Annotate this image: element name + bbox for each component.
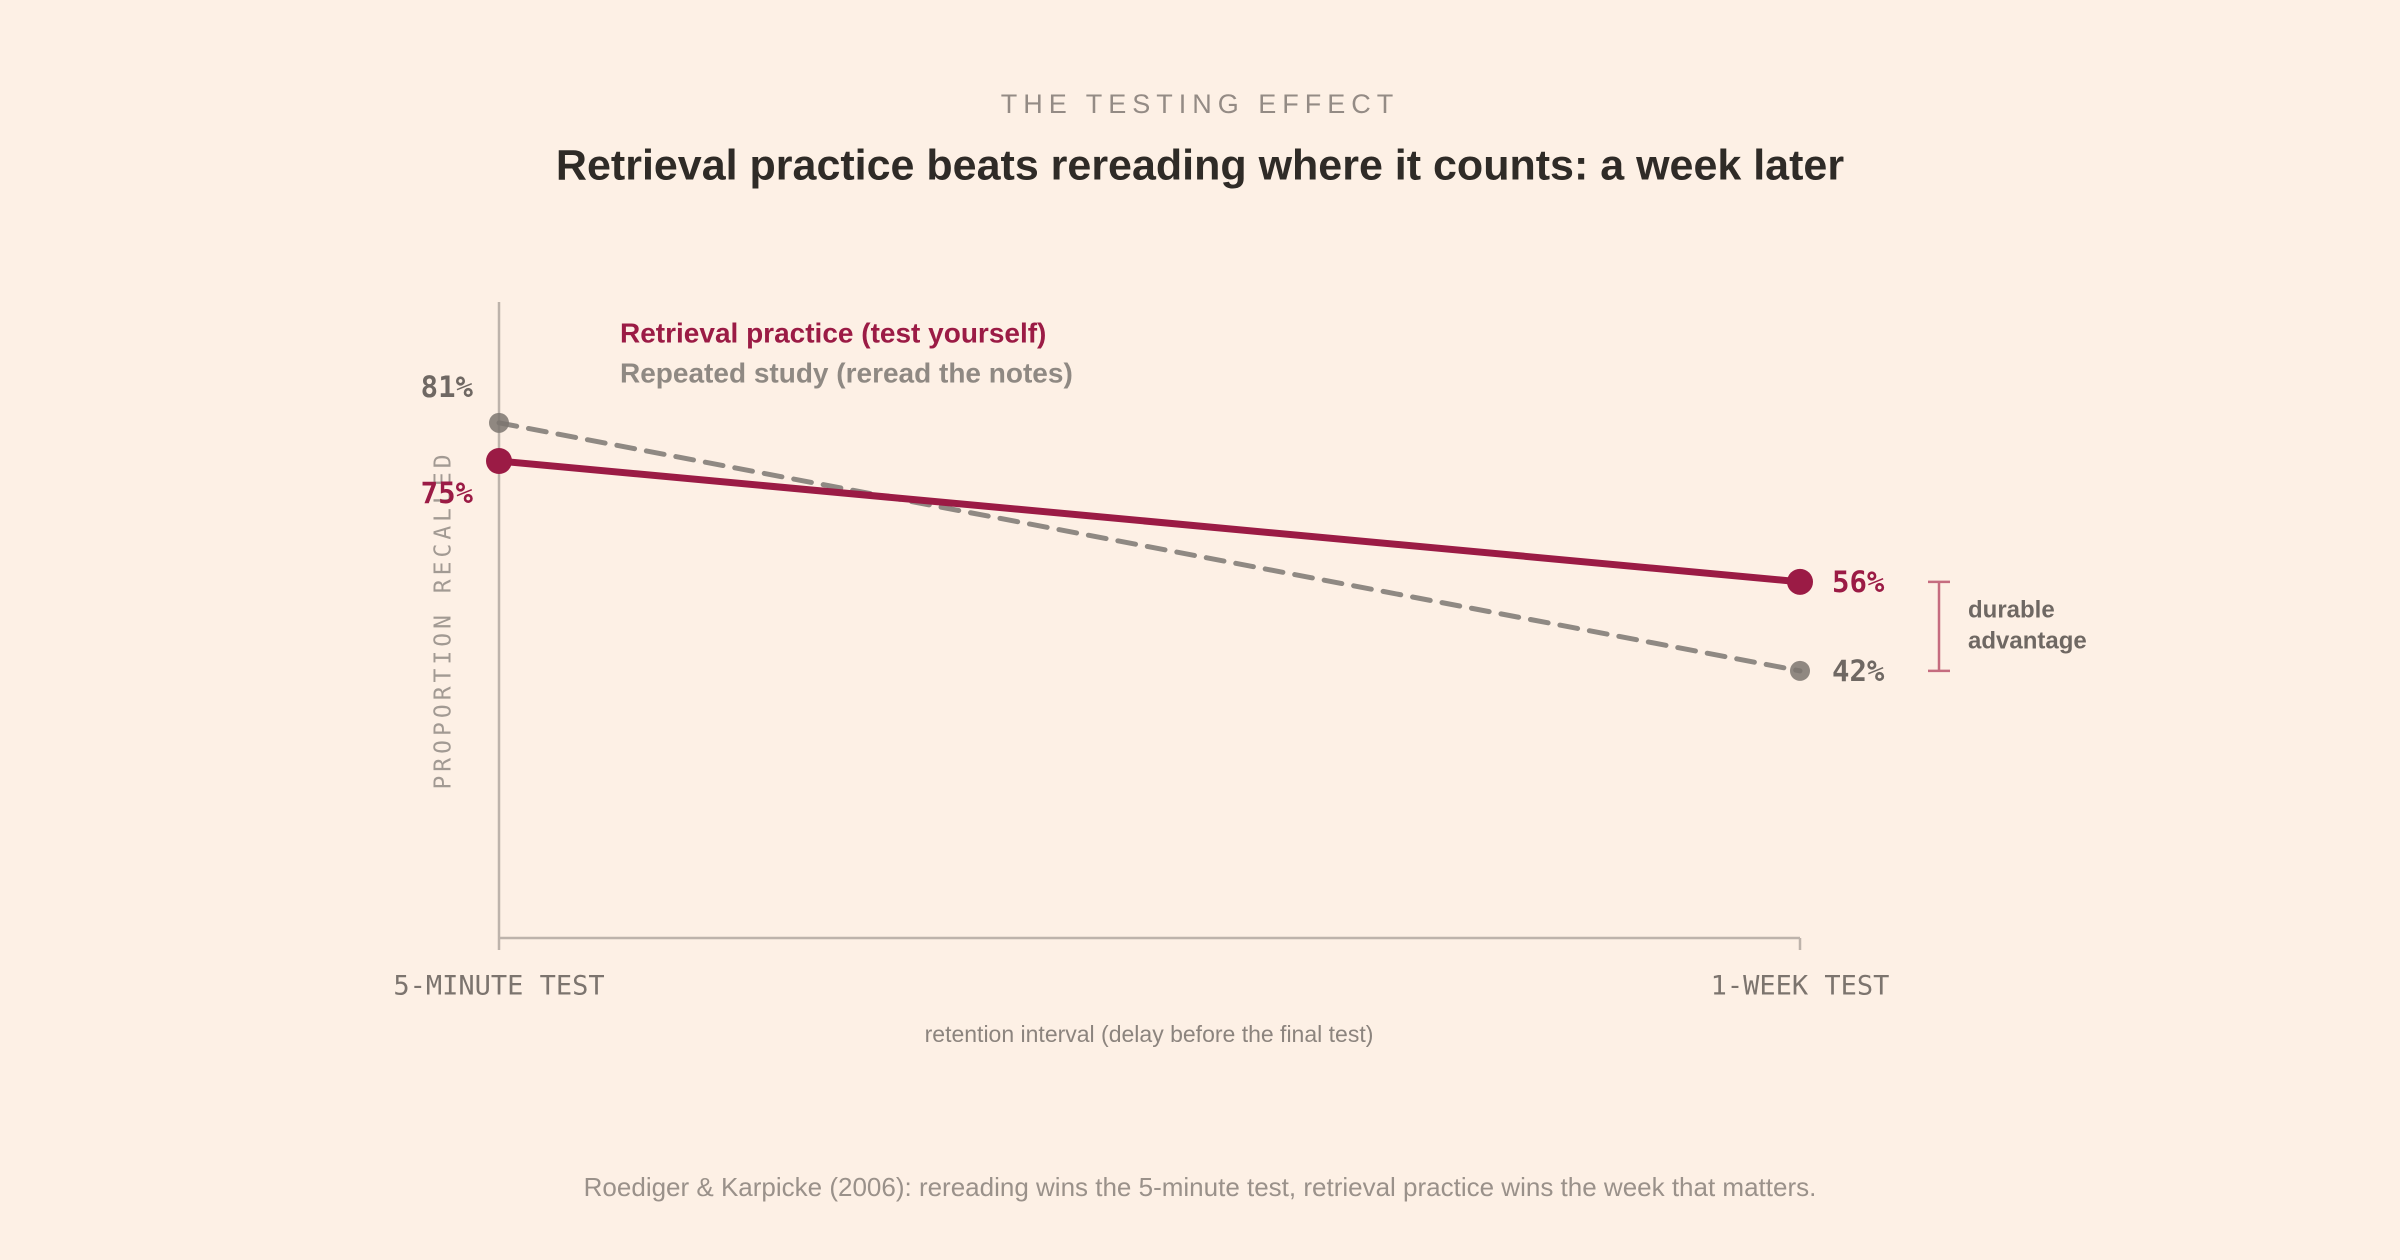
annotation-text: durable bbox=[1968, 597, 2055, 624]
y-axis-label: PROPORTION RECALLED bbox=[431, 450, 457, 789]
point bbox=[486, 448, 512, 474]
chart-title: Retrieval practice beats rereading where… bbox=[556, 141, 1844, 189]
legend-entry: Repeated study (reread the notes) bbox=[620, 357, 1073, 388]
point bbox=[1790, 660, 1810, 681]
point bbox=[1787, 568, 1813, 595]
x-axis-label: retention interval (delay before the fin… bbox=[925, 1021, 1374, 1047]
annotation-bracket bbox=[1928, 580, 1950, 673]
value-label: 42% bbox=[1832, 654, 1885, 688]
chart-kicker: THE TESTING EFFECT bbox=[1001, 89, 1400, 119]
x-tick-label: 5-MINUTE TEST bbox=[393, 971, 604, 1002]
series-line bbox=[495, 457, 1804, 586]
annotation-text: advantage bbox=[1968, 628, 2087, 655]
legend-entry: Retrieval practice (test yourself) bbox=[620, 317, 1046, 348]
value-label: 56% bbox=[1832, 565, 1885, 599]
footnote: Roediger & Karpicke (2006): rereading wi… bbox=[584, 1172, 1817, 1202]
series-line bbox=[496, 420, 1803, 674]
value-label: 81% bbox=[421, 370, 474, 404]
value-label: 75% bbox=[421, 476, 474, 510]
x-tick-label: 1-WEEK TEST bbox=[1711, 971, 1890, 1002]
point bbox=[489, 412, 509, 433]
